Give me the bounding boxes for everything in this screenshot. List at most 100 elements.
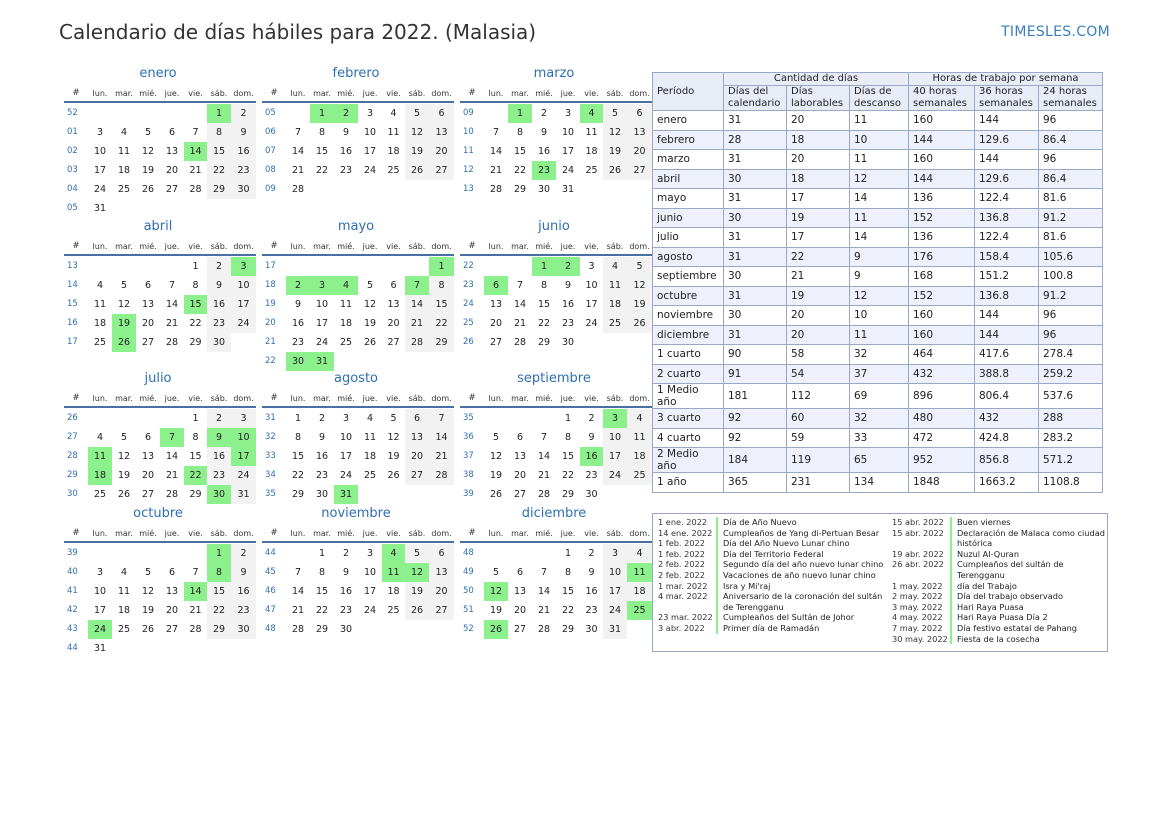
day-cell[interactable]: 12 <box>627 276 652 295</box>
day-cell[interactable]: 2 <box>231 544 256 563</box>
day-cell[interactable]: 24 <box>603 601 627 620</box>
day-cell[interactable]: 27 <box>141 489 155 500</box>
holiday-day-cell[interactable]: 10 <box>231 428 256 447</box>
day-cell[interactable]: 5 <box>390 413 397 424</box>
holiday-day-cell[interactable]: 11 <box>627 563 652 582</box>
day-cell[interactable]: 11 <box>93 299 107 310</box>
day-cell[interactable]: 16 <box>207 295 231 314</box>
day-cell[interactable]: 7 <box>168 280 176 291</box>
day-cell[interactable]: 5 <box>144 567 152 578</box>
day-cell[interactable]: 19 <box>387 451 400 462</box>
day-cell[interactable]: 19 <box>363 318 377 329</box>
day-cell[interactable]: 16 <box>231 582 256 601</box>
day-cell[interactable]: 30 <box>231 180 256 199</box>
day-cell[interactable]: 3 <box>96 127 104 138</box>
day-cell[interactable]: 5 <box>627 257 652 276</box>
day-cell[interactable]: 4 <box>120 127 128 138</box>
day-cell[interactable]: 4 <box>366 413 374 424</box>
day-cell[interactable]: 26 <box>603 161 627 180</box>
day-cell[interactable]: 9 <box>207 276 231 295</box>
day-cell[interactable]: 18 <box>117 605 131 616</box>
day-cell[interactable]: 13 <box>429 123 454 142</box>
day-cell[interactable]: 26 <box>489 489 503 500</box>
day-cell[interactable]: 2 <box>231 104 256 123</box>
day-cell[interactable]: 20 <box>165 605 179 616</box>
day-cell[interactable]: 24 <box>603 466 627 485</box>
holiday-day-cell[interactable]: 7 <box>405 276 429 295</box>
day-cell[interactable]: 18 <box>585 146 598 157</box>
day-cell[interactable]: 26 <box>141 184 155 195</box>
day-cell[interactable]: 13 <box>141 451 155 462</box>
day-cell[interactable]: 6 <box>516 432 524 443</box>
day-cell[interactable]: 28 <box>429 466 454 485</box>
holiday-day-cell[interactable]: 14 <box>184 582 207 601</box>
day-cell[interactable]: 14 <box>489 146 503 157</box>
holiday-day-cell[interactable]: 9 <box>207 428 231 447</box>
day-cell[interactable]: 26 <box>387 470 400 481</box>
day-cell[interactable]: 9 <box>231 123 256 142</box>
day-cell[interactable]: 15 <box>291 451 305 462</box>
holiday-day-cell[interactable]: 2 <box>556 257 580 276</box>
day-cell[interactable]: 5 <box>405 104 429 123</box>
day-cell[interactable]: 28 <box>189 184 202 195</box>
day-cell[interactable]: 31 <box>93 643 107 654</box>
day-cell[interactable]: 18 <box>627 447 652 466</box>
day-cell[interactable]: 14 <box>537 586 551 597</box>
day-cell[interactable]: 2 <box>540 108 548 119</box>
day-cell[interactable]: 14 <box>291 146 305 157</box>
day-cell[interactable]: 10 <box>585 280 598 291</box>
day-cell[interactable]: 27 <box>627 161 652 180</box>
day-cell[interactable]: 7 <box>516 280 524 291</box>
day-cell[interactable]: 3 <box>603 544 627 563</box>
day-cell[interactable]: 6 <box>516 567 524 578</box>
day-cell[interactable]: 7 <box>192 127 199 138</box>
day-cell[interactable]: 4 <box>120 567 128 578</box>
day-cell[interactable]: 16 <box>561 299 575 310</box>
day-cell[interactable]: 16 <box>291 318 305 329</box>
holiday-day-cell[interactable]: 1 <box>207 544 231 563</box>
day-cell[interactable]: 17 <box>585 299 598 310</box>
holiday-day-cell[interactable]: 1 <box>508 104 532 123</box>
day-cell[interactable]: 6 <box>429 104 454 123</box>
day-cell[interactable]: 23 <box>207 314 231 333</box>
day-cell[interactable]: 22 <box>537 318 551 329</box>
day-cell[interactable]: 30 <box>585 624 598 635</box>
holiday-day-cell[interactable]: 23 <box>532 161 556 180</box>
day-cell[interactable]: 28 <box>513 337 527 348</box>
day-cell[interactable]: 13 <box>165 146 179 157</box>
holiday-day-cell[interactable]: 4 <box>580 104 603 123</box>
day-cell[interactable]: 10 <box>315 299 329 310</box>
day-cell[interactable]: 18 <box>387 586 400 597</box>
day-cell[interactable]: 4 <box>96 432 104 443</box>
day-cell[interactable]: 12 <box>405 123 429 142</box>
day-cell[interactable]: 29 <box>561 489 575 500</box>
holiday-day-cell[interactable]: 7 <box>160 428 184 447</box>
day-cell[interactable]: 13 <box>489 299 503 310</box>
day-cell[interactable]: 3 <box>231 409 256 428</box>
day-cell[interactable]: 27 <box>513 489 527 500</box>
day-cell[interactable]: 9 <box>342 127 350 138</box>
day-cell[interactable]: 26 <box>405 161 429 180</box>
day-cell[interactable]: 23 <box>561 318 575 329</box>
day-cell[interactable]: 16 <box>339 586 353 597</box>
day-cell[interactable]: 21 <box>189 605 202 616</box>
day-cell[interactable]: 6 <box>168 567 176 578</box>
day-cell[interactable]: 14 <box>405 295 429 314</box>
day-cell[interactable]: 28 <box>291 624 305 635</box>
day-cell[interactable]: 11 <box>339 299 353 310</box>
day-cell[interactable]: 30 <box>561 337 575 348</box>
holiday-day-cell[interactable]: 2 <box>334 104 358 123</box>
day-cell[interactable]: 11 <box>627 428 652 447</box>
holiday-day-cell[interactable]: 31 <box>334 485 358 504</box>
day-cell[interactable]: 2 <box>588 548 595 559</box>
day-cell[interactable]: 12 <box>117 451 131 462</box>
day-cell[interactable]: 28 <box>165 337 179 348</box>
day-cell[interactable]: 14 <box>513 299 527 310</box>
holiday-day-cell[interactable]: 18 <box>88 466 112 485</box>
holiday-day-cell[interactable]: 17 <box>231 447 256 466</box>
day-cell[interactable]: 9 <box>231 563 256 582</box>
day-cell[interactable]: 5 <box>492 432 500 443</box>
day-cell[interactable]: 21 <box>429 447 454 466</box>
day-cell[interactable]: 3 <box>588 261 595 272</box>
day-cell[interactable]: 3 <box>564 108 572 119</box>
